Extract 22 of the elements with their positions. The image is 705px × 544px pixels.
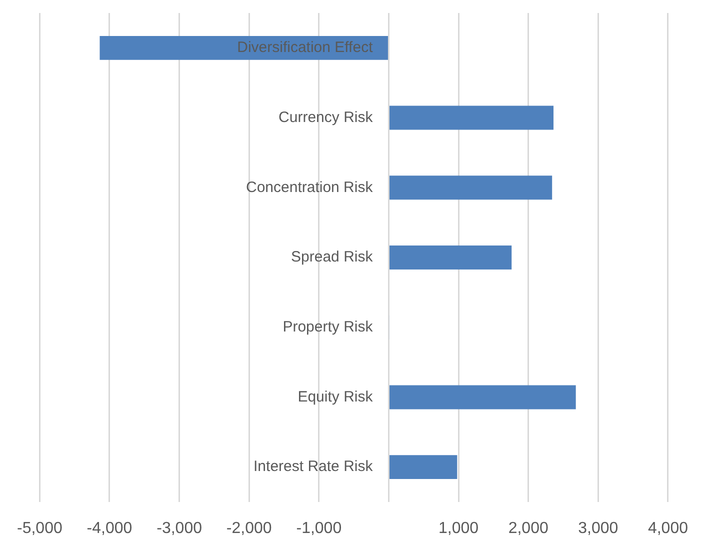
x-tick-label: -2,000 — [226, 520, 272, 538]
x-tick-label: 2,000 — [508, 520, 548, 538]
y-tick-label: Equity Risk — [298, 388, 374, 406]
bar — [389, 246, 512, 270]
bar — [389, 385, 576, 410]
x-tick-label: -5,000 — [16, 520, 62, 538]
y-tick-label: Concentration Risk — [246, 178, 374, 196]
x-tick-label: 4,000 — [648, 520, 688, 538]
x-tick-label: -3,000 — [156, 520, 202, 538]
y-tick-label: Spread Risk — [291, 248, 374, 266]
bar — [100, 36, 388, 60]
x-tick-label: -1,000 — [296, 520, 342, 538]
y-tick-label: Diversification Effect — [237, 39, 374, 56]
y-tick-label: Currency Risk — [278, 108, 374, 126]
bar — [389, 106, 554, 130]
x-tick-label: 1,000 — [438, 520, 479, 538]
x-tick-label: 3,000 — [578, 520, 618, 538]
bar — [389, 176, 552, 200]
bar — [389, 455, 458, 480]
y-tick-label: Interest Rate Risk — [254, 458, 374, 476]
y-tick-label: Property Risk — [282, 318, 374, 336]
x-tick-label: -4,000 — [86, 520, 132, 538]
